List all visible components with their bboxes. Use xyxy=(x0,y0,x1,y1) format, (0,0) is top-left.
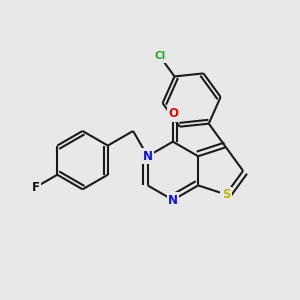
Text: S: S xyxy=(222,188,230,201)
Text: O: O xyxy=(168,107,178,121)
Text: N: N xyxy=(143,150,153,163)
Text: N: N xyxy=(168,194,178,206)
Text: F: F xyxy=(32,181,40,194)
Text: Cl: Cl xyxy=(154,51,166,62)
